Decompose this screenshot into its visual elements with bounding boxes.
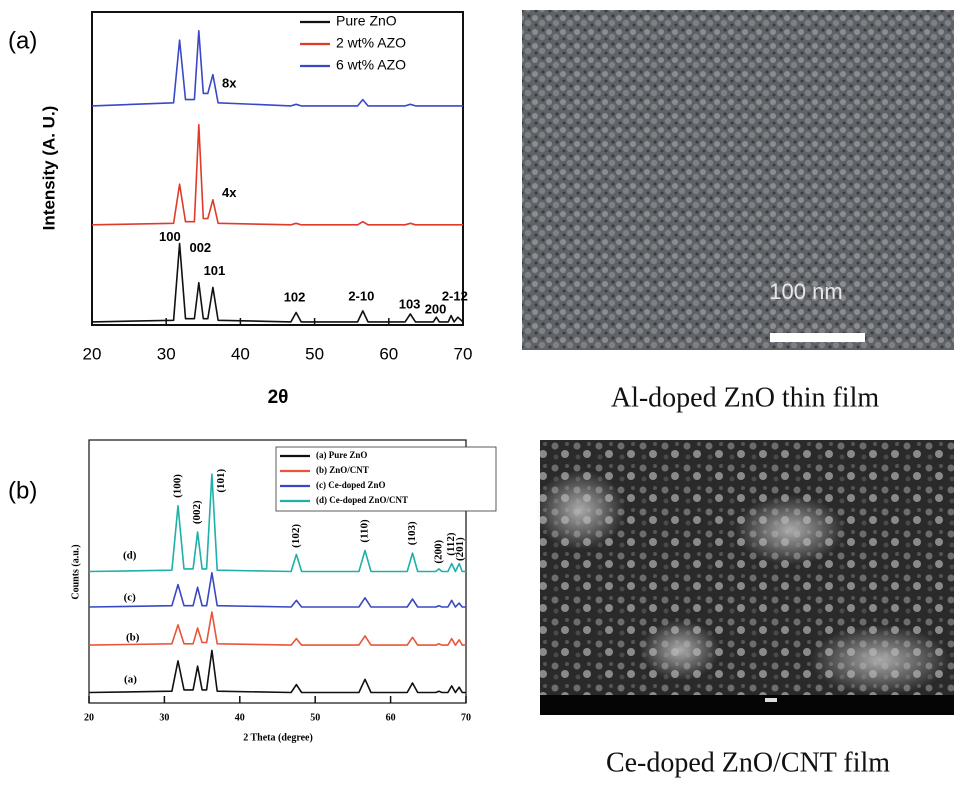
annotation: 102	[284, 290, 306, 305]
sem-feature	[810, 625, 950, 695]
x-tick-label: 20	[84, 712, 94, 723]
x-tick-label: 30	[159, 712, 169, 723]
figure: 100 nm Al-doped ZnO thin film Ce-doped Z…	[0, 0, 954, 781]
x-tick-label: 40	[231, 344, 250, 363]
x-tick-label: 40	[235, 712, 245, 723]
x-tick-label: 60	[379, 344, 398, 363]
plot-frame	[92, 12, 463, 325]
annotation: (200)	[432, 539, 444, 563]
y-axis-label: Counts (a.u.)	[70, 544, 81, 599]
annotation: 8x	[222, 75, 237, 90]
x-tick-label: 30	[157, 344, 176, 363]
sem-feature	[535, 470, 625, 550]
image-caption: Al-doped ZnO thin film	[611, 382, 880, 413]
legend-label: 2 wt% AZO	[336, 35, 406, 51]
sem-texture	[522, 10, 954, 350]
x-tick-label: 70	[461, 712, 471, 723]
x-axis-label: 2 Theta (degree)	[243, 732, 313, 743]
scale-bar	[770, 333, 865, 342]
x-tick-label: 50	[305, 344, 324, 363]
xrd-chart: (b) 20 30 40 50 60 70 2 Theta (degree) Counts (a…	[8, 440, 496, 743]
sem-image-ce-doped	[535, 440, 954, 715]
annotation: 103	[399, 296, 421, 311]
panel-label: (a)	[8, 27, 37, 54]
annotation: 101	[204, 263, 226, 278]
legend-label: Pure ZnO	[336, 13, 397, 29]
annotation: (b)	[126, 632, 140, 644]
panel-label: (b)	[8, 477, 37, 504]
annotation: (d)	[123, 549, 137, 561]
xrd-line	[89, 612, 466, 645]
xrd-line	[92, 31, 463, 106]
x-tick-label: 70	[454, 344, 473, 363]
legend-label: (c) Ce-doped ZnO	[316, 480, 386, 490]
annotation: 2-10	[348, 288, 374, 303]
sem-feature	[640, 620, 720, 680]
annotation: 002	[189, 240, 211, 255]
legend-label: 6 wt% AZO	[336, 57, 406, 73]
annotation: 2-12	[442, 288, 468, 303]
annotation: 200	[425, 301, 447, 316]
scale-label: 100 nm	[769, 279, 842, 304]
page: {"chart_data": [ {"type": "line", "panel…	[0, 0, 954, 781]
xrd-line	[89, 573, 466, 607]
annotation: 4x	[222, 185, 237, 200]
sem-scale-bar	[765, 698, 777, 702]
annotation: 100	[159, 229, 181, 244]
sem-image-al-doped: 100 nm	[522, 10, 954, 350]
sem-info-bar	[540, 695, 954, 715]
annotation: (110)	[358, 519, 370, 543]
annotation: (101)	[215, 468, 227, 492]
annotation: (002)	[191, 500, 203, 524]
x-axis-label: 2θ	[268, 387, 289, 408]
x-tick-label: 60	[386, 712, 396, 723]
annotation: (c)	[124, 591, 137, 603]
image-caption: Ce-doped ZnO/CNT film	[606, 747, 890, 778]
y-axis-label: Intensity (A. U.)	[39, 106, 58, 231]
xrd-line	[89, 650, 466, 692]
legend-label: (b) ZnO/CNT	[316, 465, 369, 475]
xrd-line	[92, 125, 463, 225]
annotation: (103)	[406, 521, 418, 545]
annotation: (102)	[290, 524, 302, 548]
x-tick-label: 20	[83, 344, 102, 363]
annotation: (100)	[172, 474, 184, 498]
annotation: (a)	[124, 674, 137, 686]
annotation: (201)	[454, 537, 466, 561]
legend-label: (a) Pure ZnO	[316, 450, 367, 460]
legend-label: (d) Ce-doped ZnO/CNT	[316, 495, 408, 505]
sem-feature	[735, 495, 845, 565]
x-tick-label: 50	[310, 712, 320, 723]
xrd-chart: (a) 20 30 40 50 60 70 2θ Intensity (A. U.) 8x 4x 10…	[8, 12, 472, 408]
